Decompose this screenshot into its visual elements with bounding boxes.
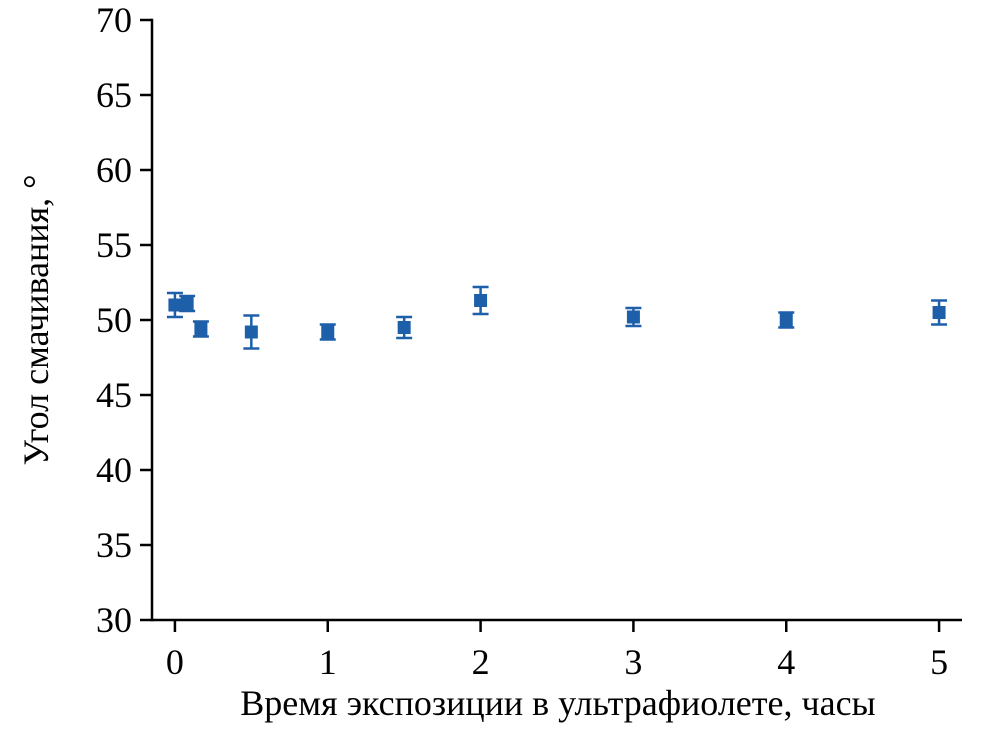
data-point-marker [474, 294, 488, 307]
data-point-marker [321, 325, 335, 339]
data-point-marker [397, 321, 411, 334]
data-point-marker [779, 313, 793, 327]
y-tick-label: 40 [96, 450, 132, 490]
data-point-marker [180, 297, 194, 310]
x-tick-label: 3 [624, 642, 642, 682]
y-tick-label: 55 [96, 225, 132, 265]
y-tick-label: 50 [96, 300, 132, 340]
data-point-marker [168, 298, 182, 312]
data-point-marker [194, 322, 208, 336]
y-tick-label: 70 [96, 0, 132, 40]
x-axis-label: Время экспозиции в ультрафиолете, часы [240, 683, 876, 723]
x-tick-label: 5 [930, 642, 948, 682]
y-axis-label: Угол смачивания, ° [16, 174, 56, 466]
x-tick-label: 2 [472, 642, 490, 682]
x-tick-label: 1 [319, 642, 337, 682]
y-tick-label: 45 [96, 375, 132, 415]
y-tick-label: 30 [96, 600, 132, 640]
x-tick-label: 0 [166, 642, 184, 682]
x-tick-label: 4 [777, 642, 795, 682]
data-point-marker [244, 325, 258, 339]
data-point-marker [932, 306, 946, 319]
y-tick-label: 35 [96, 525, 132, 565]
y-tick-label: 65 [96, 75, 132, 115]
y-tick-label: 60 [96, 150, 132, 190]
data-point-marker [626, 310, 640, 324]
